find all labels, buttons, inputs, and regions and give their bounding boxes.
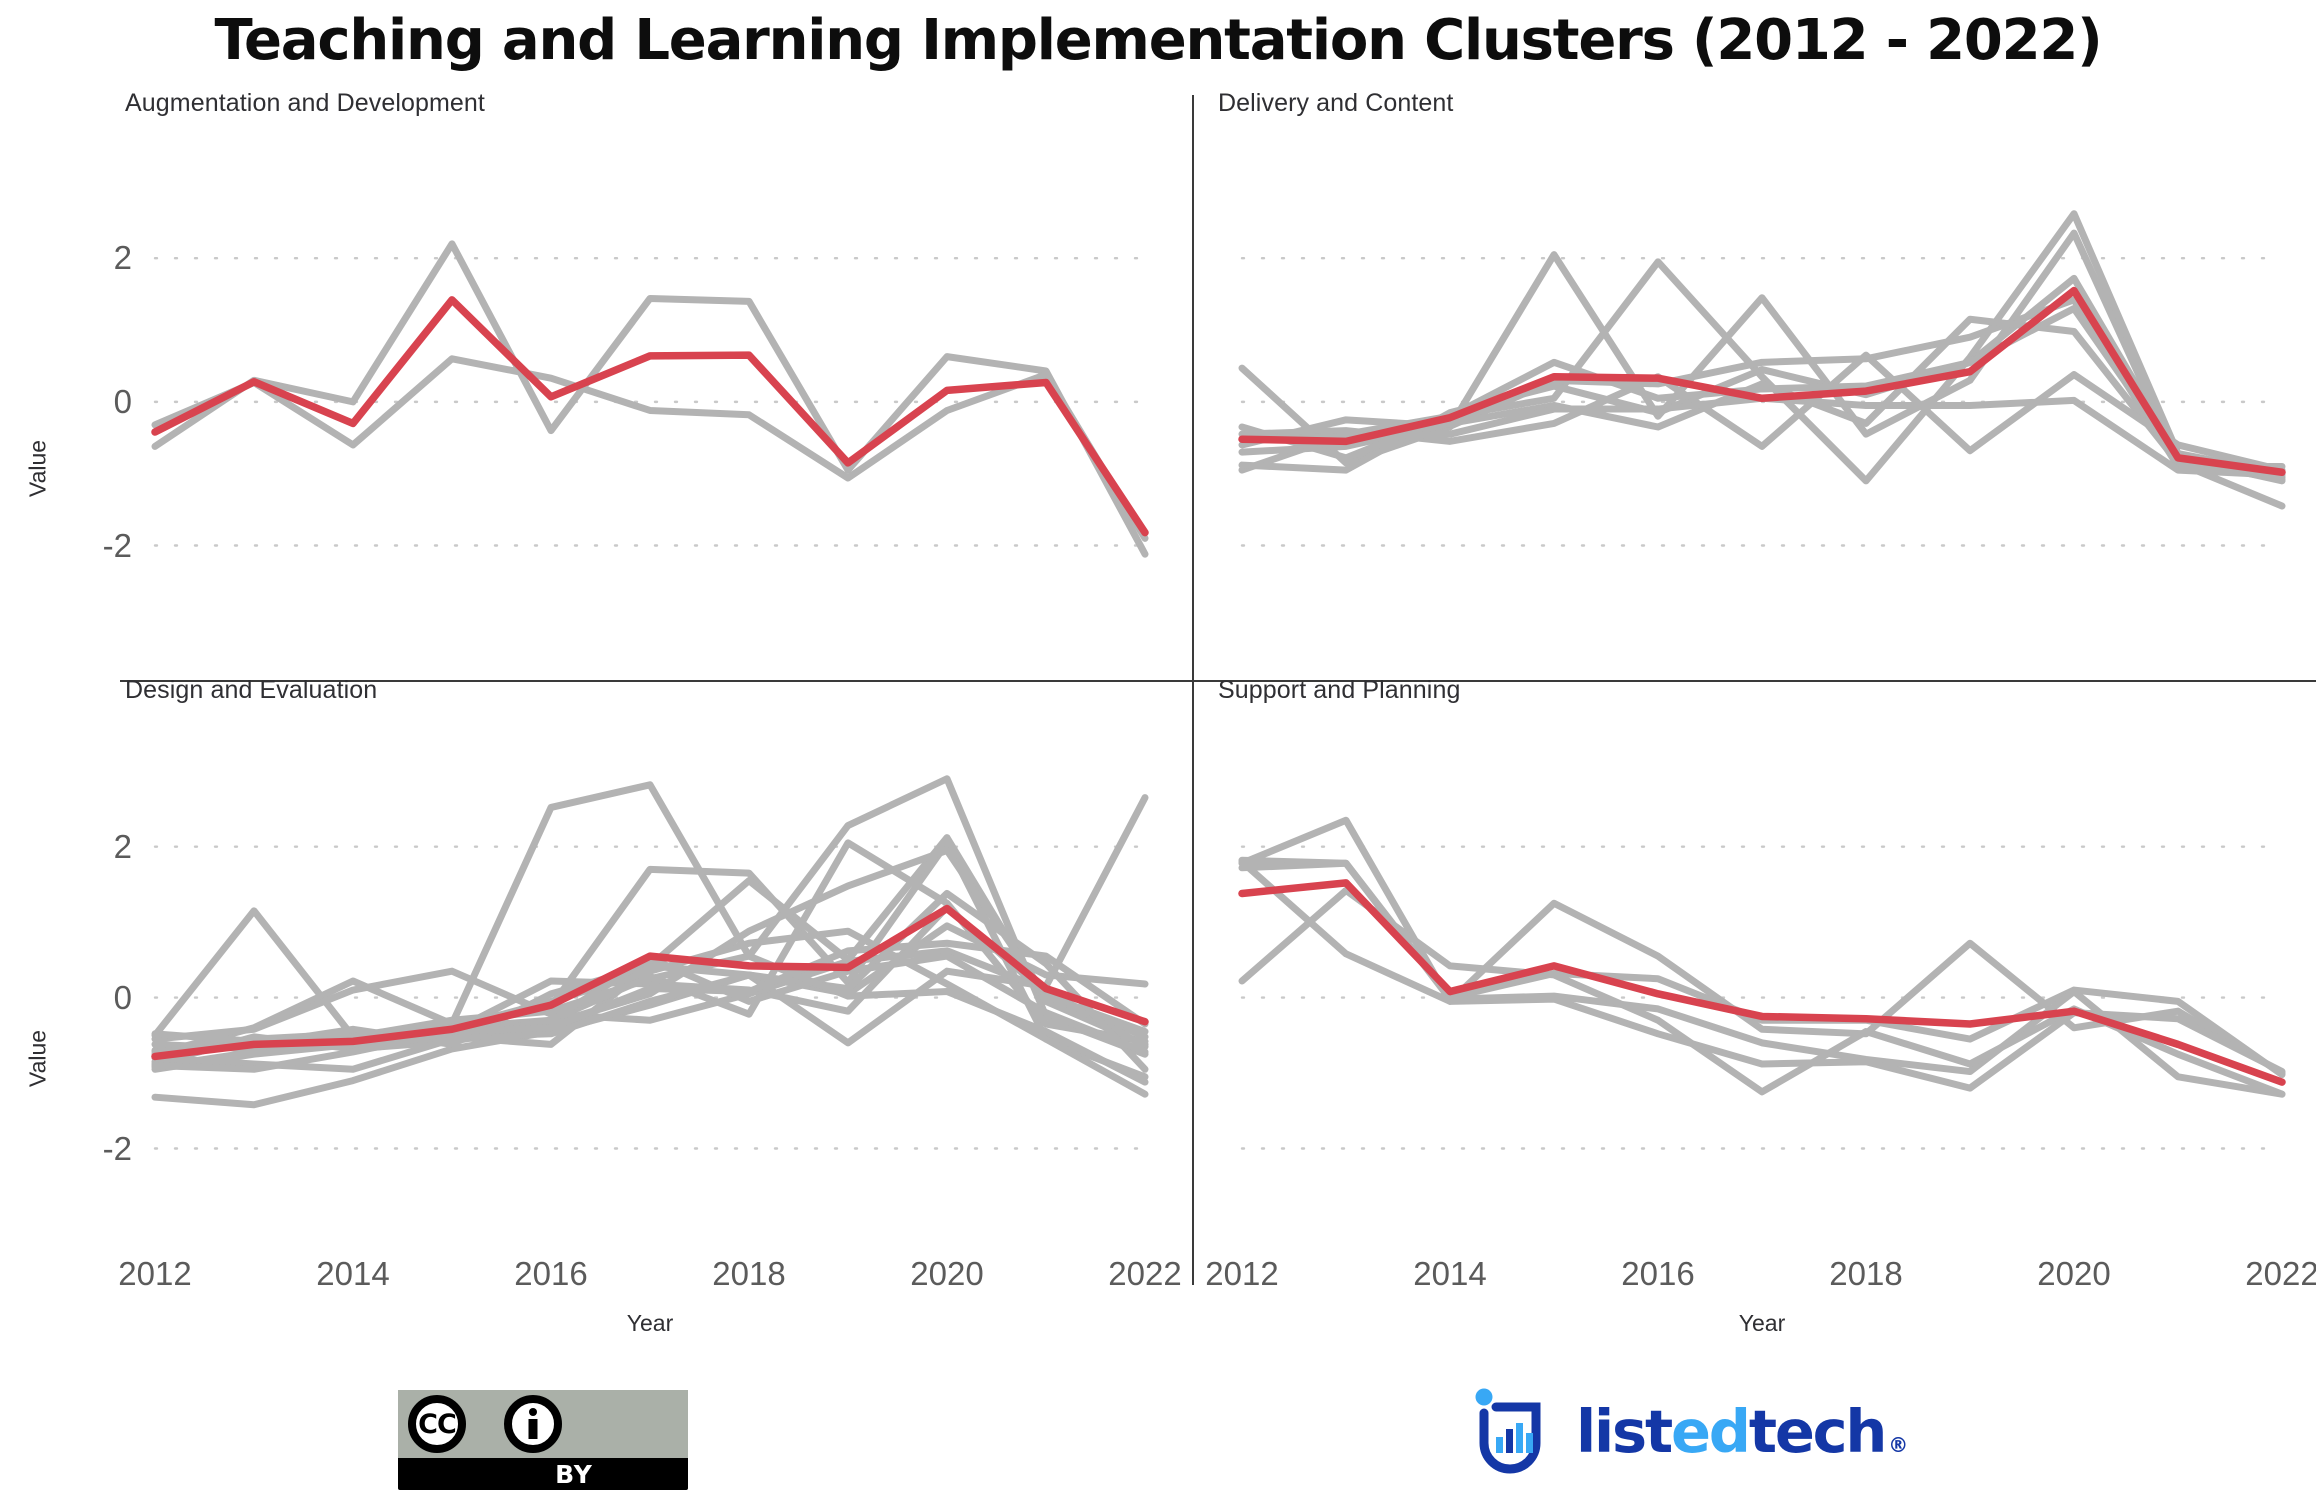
panel-support-and-planning: Support and Planning [1192,676,2316,1285]
series-line-1 [151,839,1149,1098]
page-title: Teaching and Learning Implementation Clu… [214,8,2102,73]
cc-badge-top: CC [398,1390,688,1458]
panel-title-3: Support and Planning [1218,676,1461,704]
plot-area-1 [1238,210,2286,547]
x-tick-label-2-0: 2012 [118,1255,192,1292]
series-line-1 [151,355,1149,542]
listedtech-shield-icon [1475,1388,1541,1474]
panel-title-2: Design and Evaluation [125,676,378,704]
series-line-13 [151,939,1149,1073]
y-tick-label-0-1: 0 [113,382,132,420]
plot-area-3 [1238,816,2286,1150]
x-tick-label-3-3: 2018 [1829,1255,1903,1292]
listedtech-logo: list ed tech ® [1470,1385,1910,1477]
mean-line [151,296,1149,537]
registered-trademark-icon: ® [1888,1432,1908,1457]
panel-grid: Augmentation and Development Value Deliv… [0,89,2316,1295]
y-tick-label-2-2: -2 [102,1129,132,1167]
series-line-4 [1238,858,2286,1092]
mean-line [151,904,1149,1061]
series-line-0 [151,240,1149,558]
brand-text-ed: ed [1670,1396,1751,1466]
plot-area-0 [151,240,1149,558]
y-tick-label-2-1: 0 [113,978,132,1016]
mean-line [1238,286,2286,476]
y-axis-label-2: Value [24,1029,51,1088]
y-tick-label-0-0: 2 [113,239,132,277]
x-axis-label-2: Year [626,1310,674,1336]
x-tick-label-2-2: 2016 [514,1255,588,1292]
series-line-6 [1238,305,2286,485]
panel-design-and-evaluation: Design and Evaluation Value [0,676,1192,1285]
x-tick-label-3-2: 2016 [1621,1255,1695,1292]
mean-line [1238,879,2286,1086]
series-line-10 [151,889,1149,1073]
cc-icon: CC [408,1395,466,1453]
x-tick-label-2-3: 2018 [712,1255,786,1292]
panel-title-0: Augmentation and Development [125,89,485,117]
plot-area-2 [151,775,1149,1150]
series-line-9 [151,922,1149,1073]
brand-text-tech: tech [1748,1396,1888,1466]
listedtech-wordmark: list ed tech ® [1576,1396,1908,1466]
x-tick-label-2-4: 2020 [910,1255,984,1292]
panel-vertical-separator [1192,95,1194,1285]
person-icon [504,1395,562,1453]
x-tick-label-3-0: 2012 [1205,1255,1279,1292]
panel-title-1: Delivery and Content [1218,89,1454,117]
y-tick-label-0-2: -2 [102,526,132,564]
y-tick-label-2-0: 2 [113,827,132,865]
x-tick-label-2-5: 2022 [1108,1255,1182,1292]
x-tick-label-2-1: 2014 [316,1255,390,1292]
series-line-8 [151,947,1149,1051]
brand-text-list: list [1576,1396,1673,1466]
panel-horizontal-separator [120,680,2316,682]
panel-delivery-and-content: Delivery and Content [1192,89,2316,680]
cc-by-license-badge: CC BY [398,1390,688,1490]
series-line-12 [151,952,1149,1086]
cc-by-label: BY [555,1459,593,1489]
y-axis-label-0: Value [24,439,51,498]
x-axis-label-3: Year [1738,1310,1786,1336]
x-tick-label-3-1: 2014 [1413,1255,1487,1292]
panel-augmentation-and-development: Augmentation and Development Value [0,89,1192,680]
x-tick-label-3-5: 2022 [2245,1255,2316,1292]
x-tick-label-3-4: 2020 [2037,1255,2111,1292]
